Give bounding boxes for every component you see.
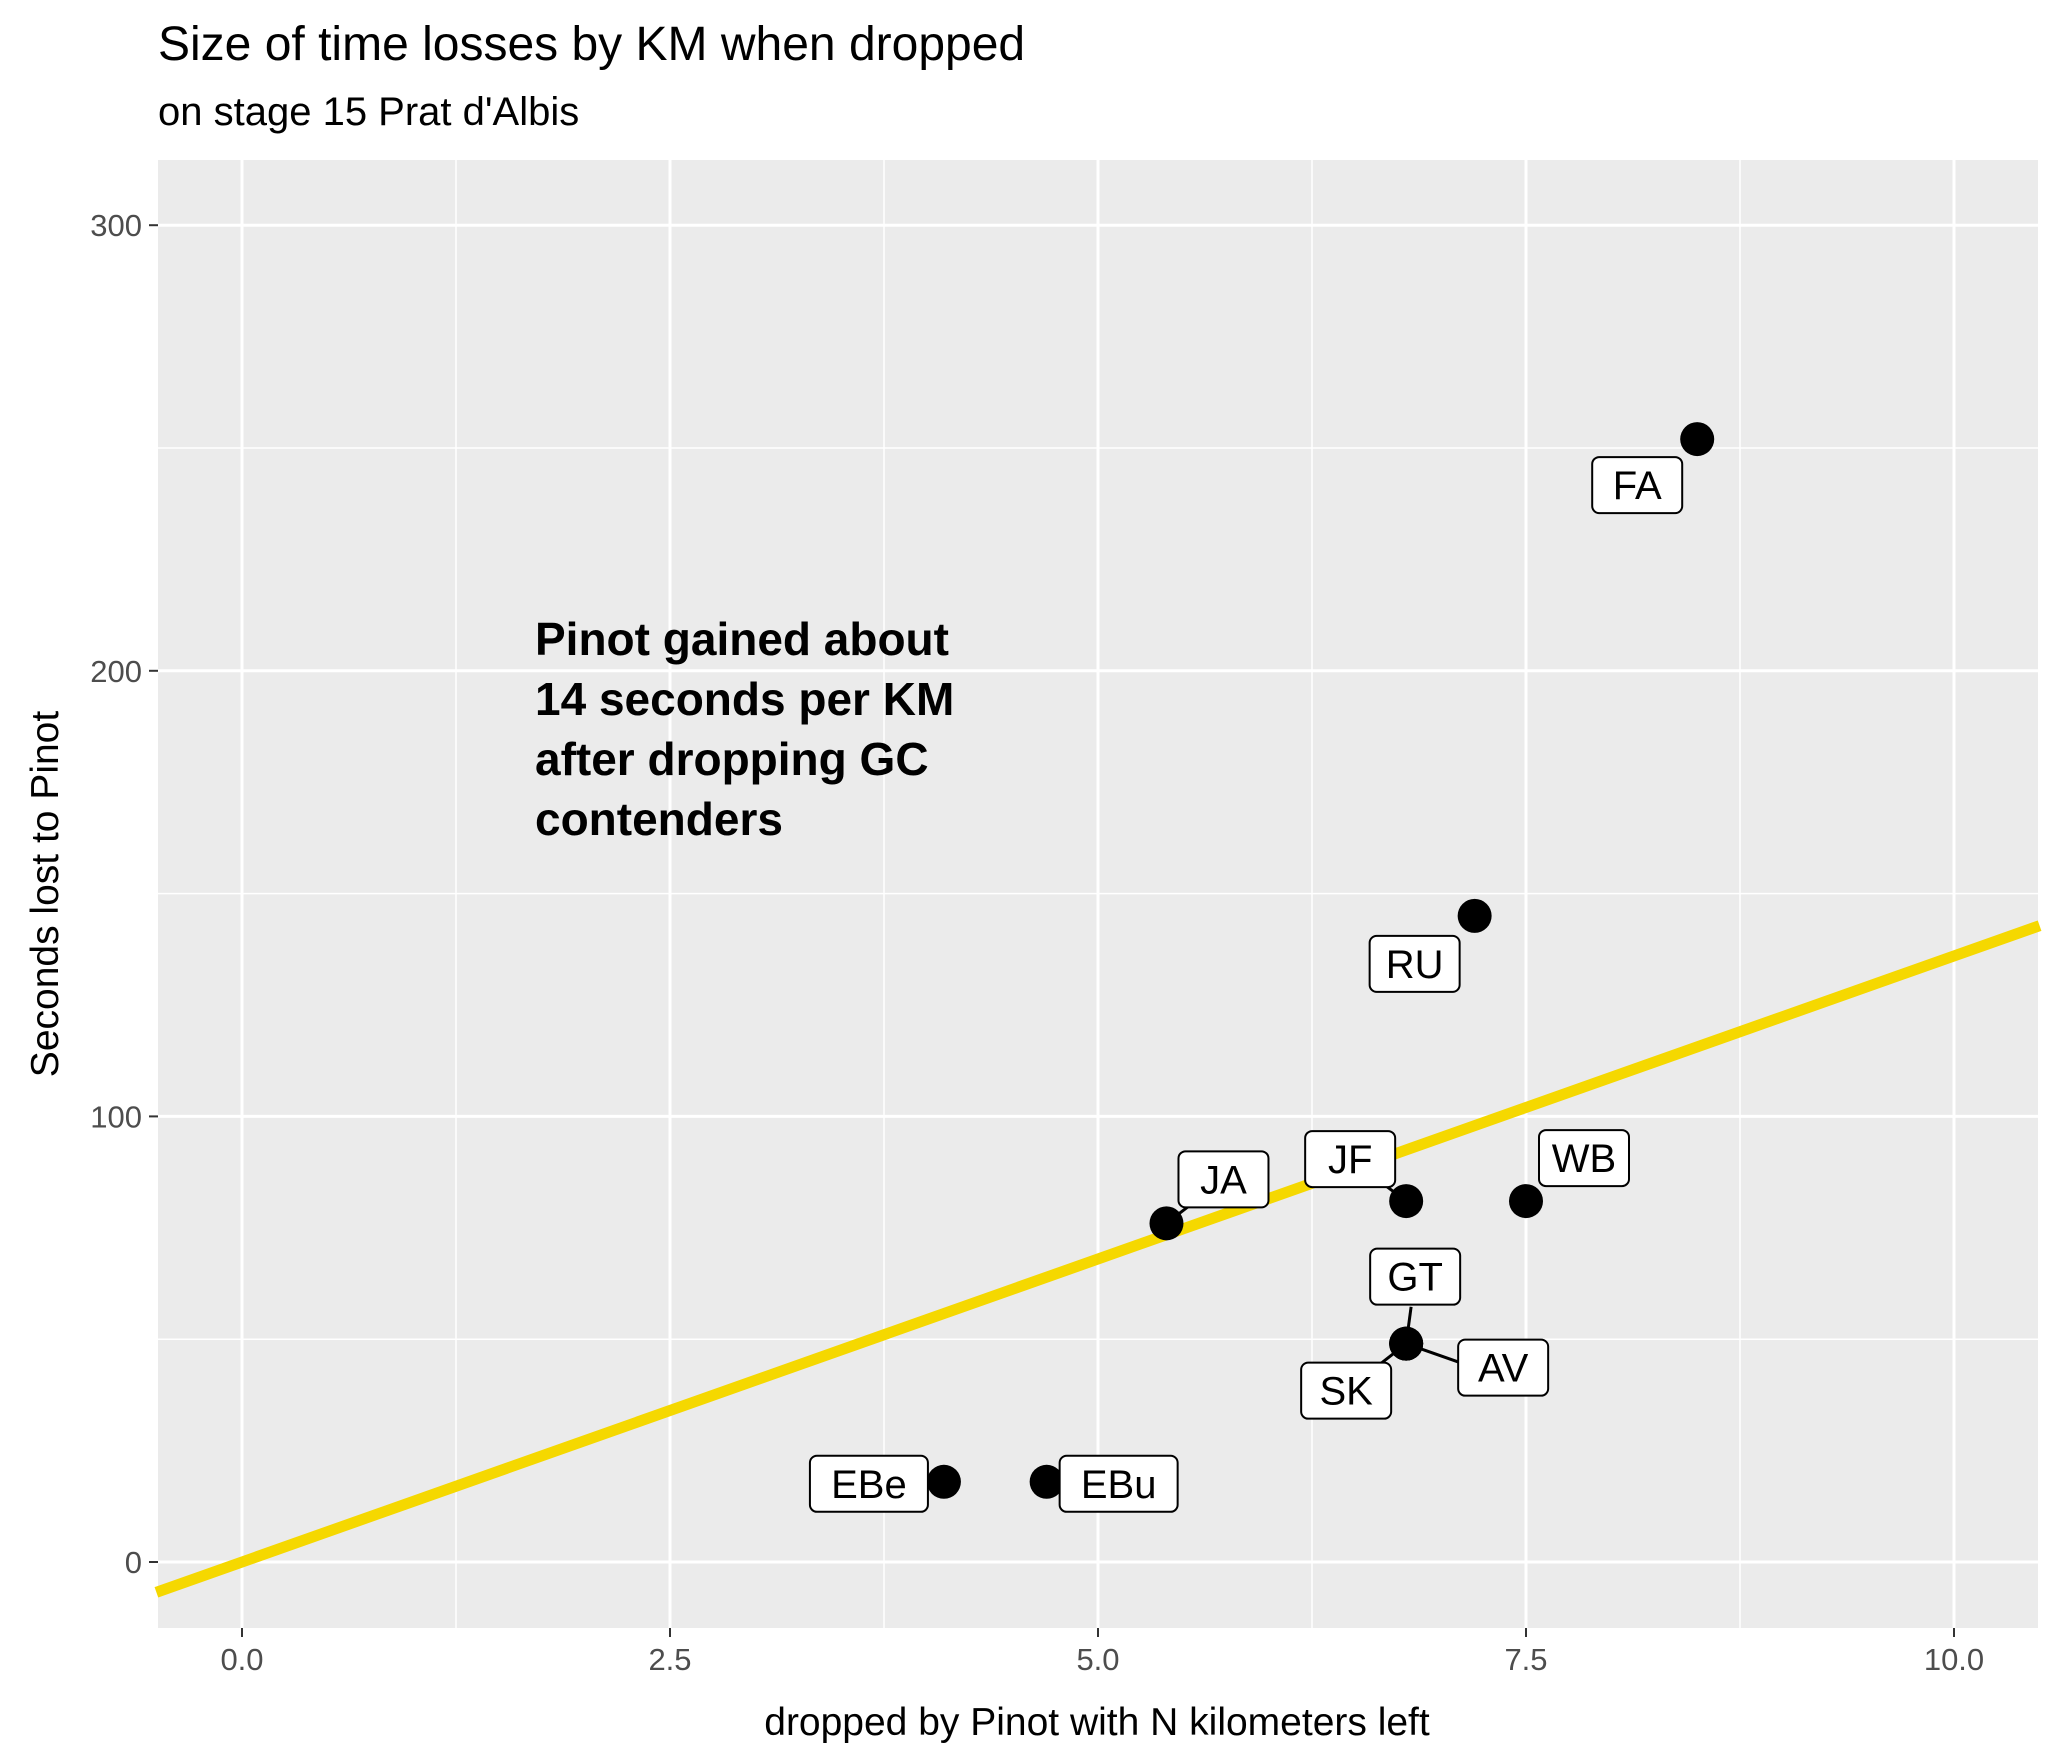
point-label-text: GT [1387, 1256, 1443, 1300]
annotation-line: after dropping GC [535, 733, 929, 785]
data-point [1509, 1184, 1543, 1219]
trend-line-group [154, 920, 2042, 1598]
annotation-line: 14 seconds per KM [535, 673, 954, 725]
label-box-bg [1058, 1454, 1179, 1513]
data-point [1149, 1206, 1184, 1241]
point-label-box: JF [1304, 1130, 1397, 1189]
data-point [1457, 898, 1492, 933]
label-box-bg [1369, 1247, 1462, 1306]
annotation-line: contenders [535, 793, 783, 845]
point-label-text: WB [1552, 1137, 1616, 1181]
y-tick-label: 0 [125, 1545, 142, 1580]
data-point [1389, 1326, 1424, 1361]
point-label-text: AV [1478, 1347, 1529, 1391]
point-label-text: FA [1613, 464, 1662, 508]
y-tick-label: 200 [90, 654, 142, 689]
point-label-text: SK [1319, 1370, 1373, 1414]
data-point [1029, 1464, 1064, 1499]
label-box-bg [1304, 1130, 1397, 1189]
point-label-text: EBu [1081, 1463, 1157, 1507]
point-label-box: WB [1538, 1129, 1630, 1188]
label-box-bg [1538, 1129, 1630, 1188]
data-points [926, 422, 1715, 1499]
data-point [926, 1464, 961, 1499]
point-label-box: GT [1369, 1247, 1462, 1306]
x-tick-label: 0.0 [220, 1642, 263, 1677]
x-tick-label: 2.5 [648, 1642, 691, 1677]
trend-line [154, 920, 2042, 1598]
point-label-text: EBe [831, 1463, 907, 1507]
axes: 0.0 2.5 5.0 7.5 10.0 0 100 200 300 [90, 208, 1984, 1677]
x-axis-title: dropped by Pinot with N kilometers left [764, 1701, 1430, 1744]
point-label-box: EBe [808, 1454, 929, 1513]
chart-title: Size of time losses by KM when dropped [158, 18, 1025, 71]
data-point [1389, 1184, 1424, 1219]
y-axis-title: Seconds lost to Pinot [24, 711, 67, 1078]
point-label-box: JA [1177, 1150, 1270, 1209]
point-labels: FA RU WB JF JA GT AV SK EBe EBu [808, 456, 1684, 1513]
point-label-box: FA [1591, 456, 1684, 515]
point-label-box: SK [1300, 1361, 1393, 1420]
y-tick-label: 100 [90, 1099, 142, 1134]
data-point [1680, 422, 1715, 457]
chart-subtitle: on stage 15 Prat d'Albis [158, 90, 579, 134]
point-label-box: EBu [1058, 1454, 1179, 1513]
point-label-box: AV [1457, 1338, 1550, 1397]
label-box-bg [808, 1454, 929, 1513]
point-label-box: RU [1368, 934, 1461, 993]
label-box-bg [1177, 1150, 1270, 1209]
y-tick-label: 300 [90, 208, 142, 243]
x-tick-label: 7.5 [1504, 1642, 1547, 1677]
label-box-bg [1591, 456, 1684, 515]
label-box-bg [1457, 1338, 1550, 1397]
label-box-bg [1300, 1361, 1393, 1420]
annotation-line: Pinot gained about [535, 613, 949, 665]
point-label-text: RU [1386, 943, 1444, 987]
point-label-text: JA [1200, 1158, 1247, 1202]
x-tick-label: 5.0 [1076, 1642, 1119, 1677]
point-label-text: JF [1328, 1138, 1372, 1182]
annotation-text: Pinot gained about 14 seconds per KM after… [535, 613, 954, 845]
x-tick-label: 10.0 [1924, 1642, 1984, 1677]
label-box-bg [1368, 934, 1461, 993]
